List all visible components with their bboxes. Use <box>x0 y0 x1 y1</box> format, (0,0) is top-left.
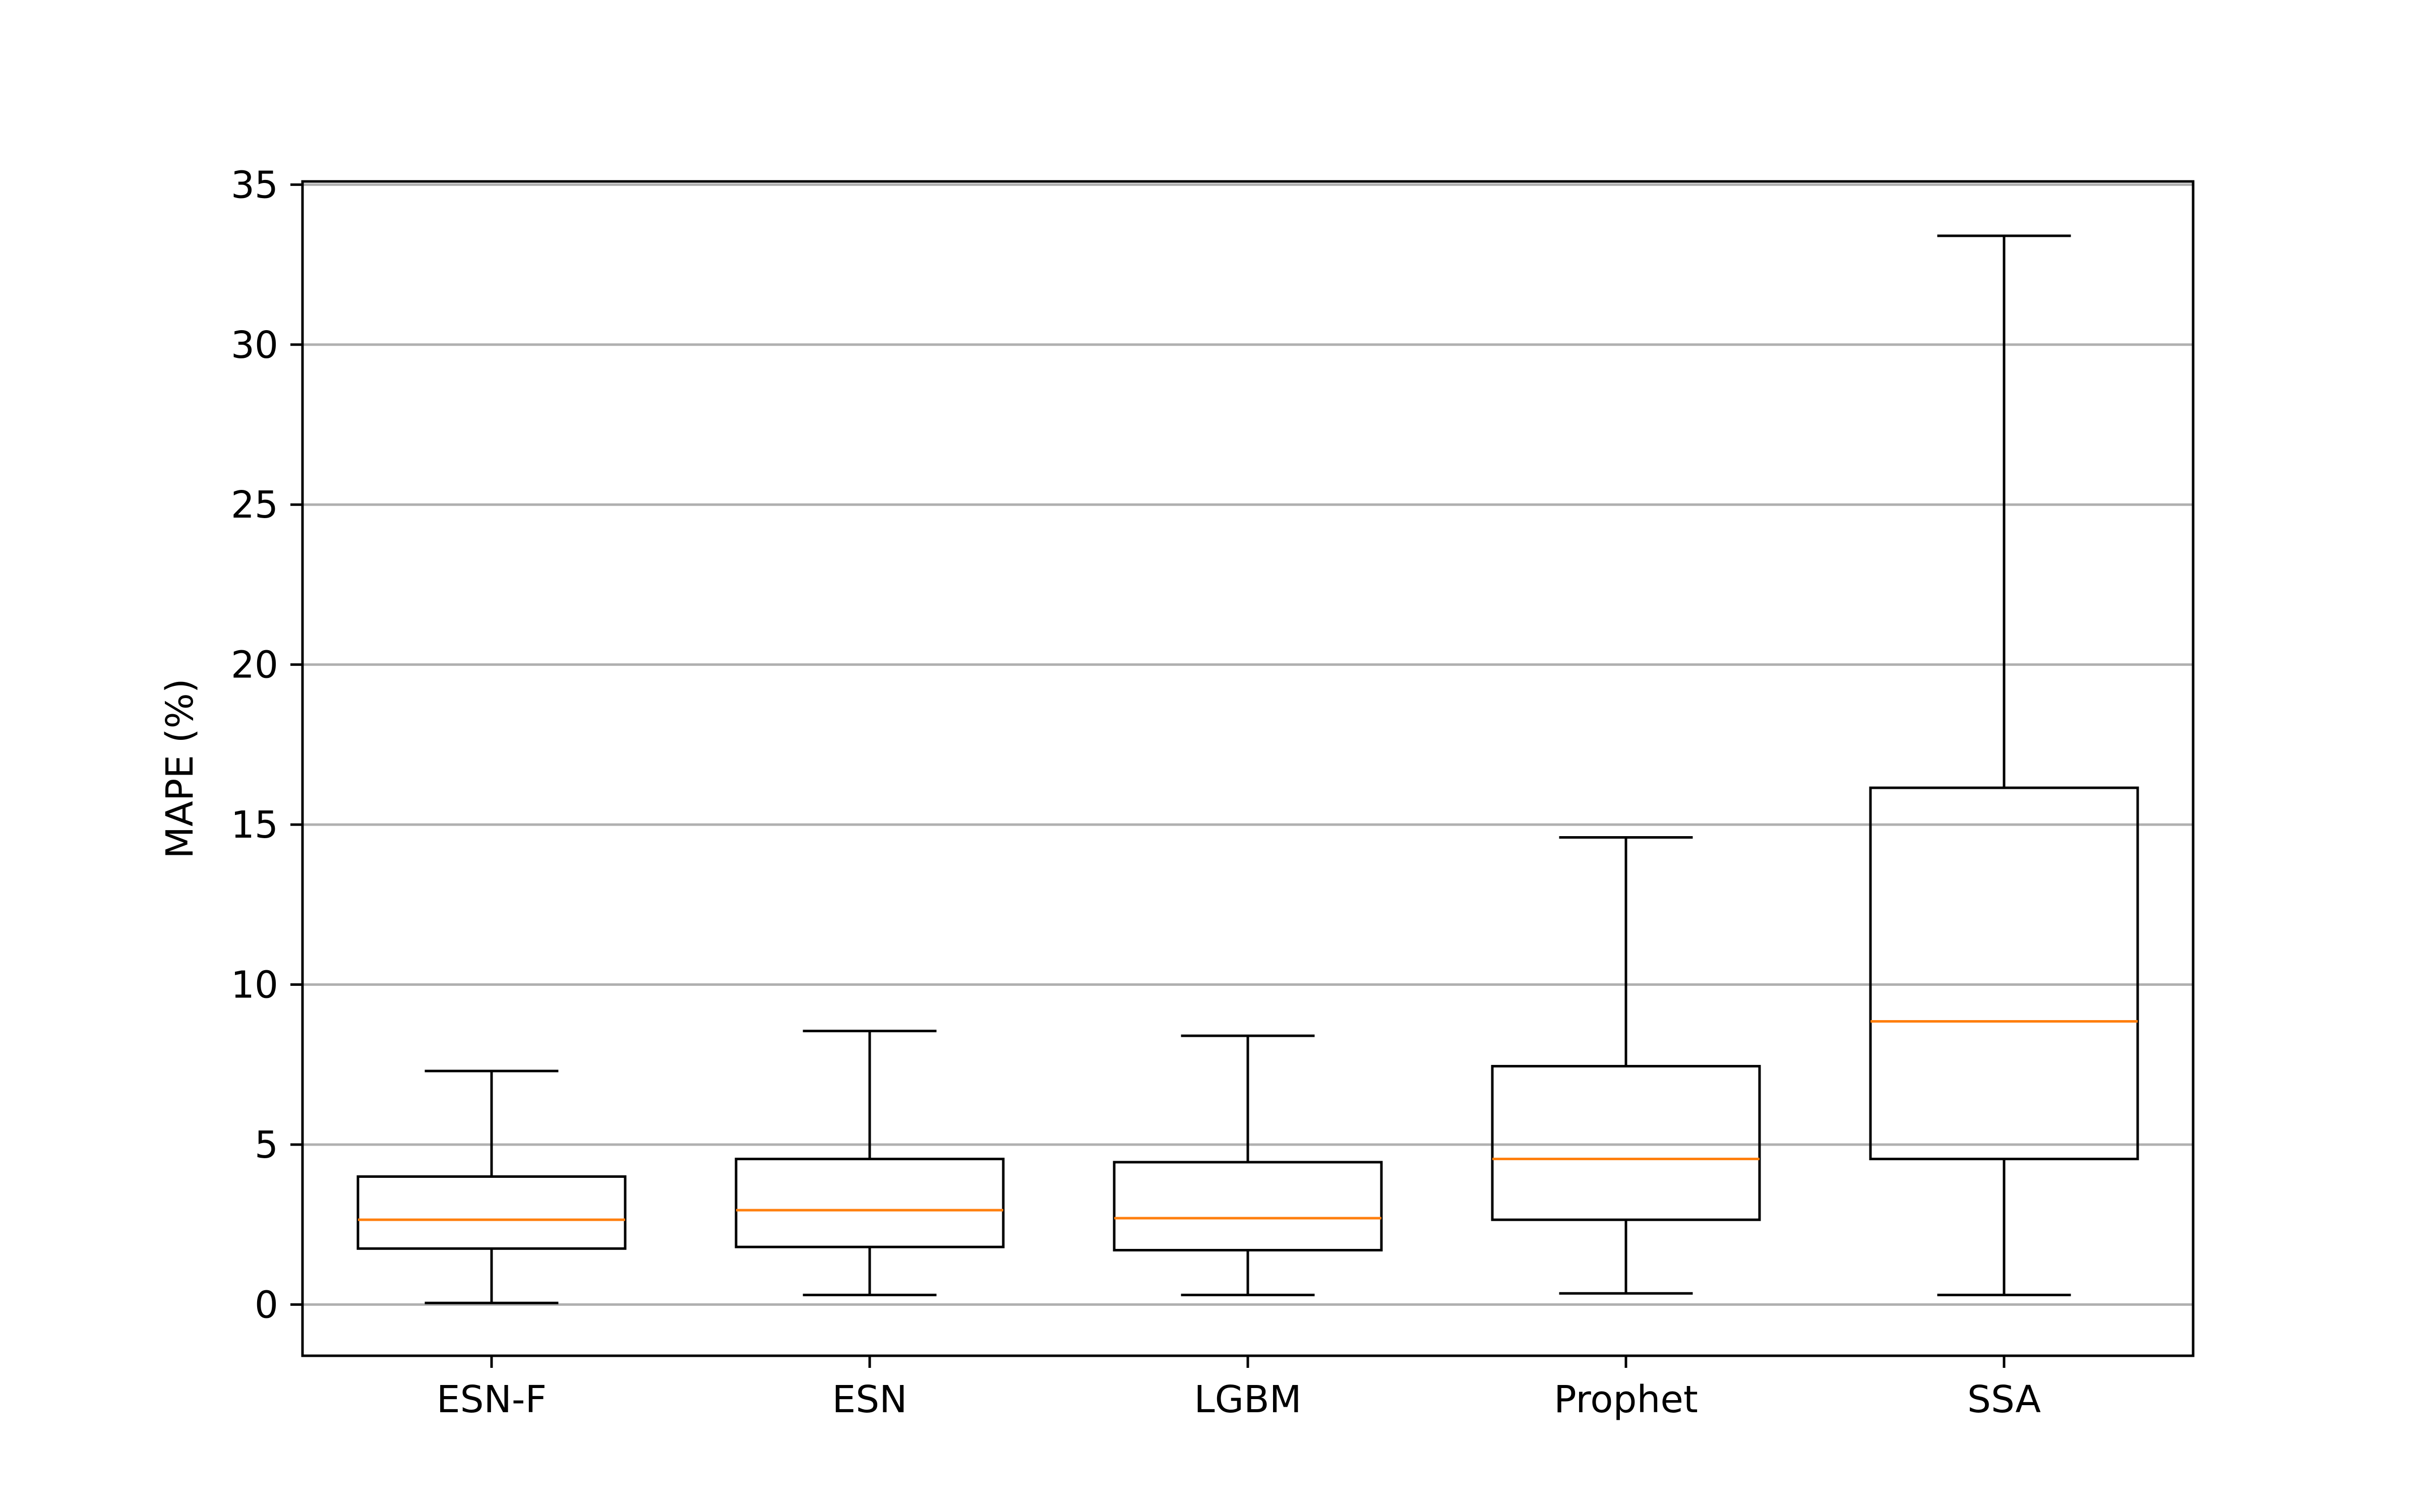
iqr-box-lgbm <box>1113 1161 1383 1251</box>
y-axis: 0 5 10 15 20 25 30 35 <box>231 163 302 1327</box>
y-tick-label-20: 20 <box>231 644 278 687</box>
iqr-box-prophet <box>1491 1064 1761 1221</box>
plot-frame <box>301 180 2195 1357</box>
box-prophet <box>1491 836 1761 1295</box>
x-tick-label-ssa: SSA <box>1967 1378 2041 1421</box>
box-lgbm <box>1113 1034 1383 1296</box>
boxes-layer <box>356 234 2139 1304</box>
y-tick-label-35: 35 <box>231 163 278 207</box>
x-tick-label-esn-f: ESN-F <box>437 1378 547 1421</box>
y-tick-label-10: 10 <box>231 964 278 1007</box>
grid-layer <box>302 183 2193 1306</box>
y-tick-label-5: 5 <box>255 1123 278 1167</box>
x-tick-label-prophet: Prophet <box>1554 1378 1698 1421</box>
box-esn-f <box>356 1069 627 1304</box>
box-esn <box>735 1030 1005 1296</box>
x-tick-label-lgbm: LGBM <box>1194 1378 1301 1421</box>
iqr-box-esn <box>735 1158 1005 1248</box>
y-tick-label-0: 0 <box>255 1283 278 1327</box>
y-tick-label-30: 30 <box>231 324 278 367</box>
box-ssa <box>1869 234 2139 1296</box>
x-axis: ESN-F ESN LGBM Prophet SSA <box>437 1356 2041 1421</box>
y-tick-label-15: 15 <box>231 803 278 847</box>
iqr-box-ssa <box>1869 786 2139 1161</box>
x-tick-label-esn: ESN <box>832 1378 907 1421</box>
y-tick-label-25: 25 <box>231 483 278 527</box>
y-axis-title: MAPE (%) <box>158 678 202 858</box>
iqr-box-esn-f <box>356 1175 627 1250</box>
